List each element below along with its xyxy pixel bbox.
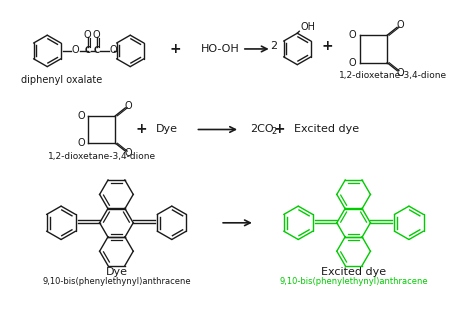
Text: O: O (125, 101, 132, 111)
Text: O: O (349, 30, 356, 40)
Text: 9,10-bis(phenylethynyl)anthracene: 9,10-bis(phenylethynyl)anthracene (279, 277, 428, 286)
Text: diphenyl oxalate: diphenyl oxalate (21, 75, 103, 85)
Text: O: O (109, 45, 117, 55)
Text: 9,10-bis(phenylethynyl)anthracene: 9,10-bis(phenylethynyl)anthracene (42, 277, 191, 286)
Text: +: + (170, 42, 182, 56)
Text: +: + (135, 122, 147, 137)
Text: 1,2-dioxetane-3,4-dione: 1,2-dioxetane-3,4-dione (47, 152, 155, 161)
Text: O: O (93, 30, 100, 40)
Text: O: O (396, 20, 404, 30)
Text: Excited dye: Excited dye (321, 267, 386, 277)
Text: 2CO: 2CO (250, 124, 273, 134)
Text: O: O (84, 30, 91, 40)
Text: O: O (77, 138, 85, 148)
Text: OH: OH (300, 22, 315, 32)
Text: O: O (349, 58, 356, 68)
Text: Dye: Dye (156, 124, 178, 134)
Text: 2: 2 (270, 41, 277, 51)
Text: O: O (396, 68, 404, 78)
Text: O: O (125, 148, 132, 158)
Text: +: + (273, 122, 285, 137)
Text: C: C (93, 46, 100, 55)
Text: Excited dye: Excited dye (294, 124, 359, 134)
Text: +: + (321, 39, 333, 53)
Text: 1,2-dioxetane-3,4-dione: 1,2-dioxetane-3,4-dione (339, 71, 447, 79)
Text: O: O (72, 45, 80, 55)
Text: Dye: Dye (105, 267, 128, 277)
Text: HO-OH: HO-OH (201, 44, 239, 54)
Text: O: O (77, 111, 85, 121)
Text: C: C (85, 46, 91, 55)
Text: 2: 2 (272, 127, 277, 136)
